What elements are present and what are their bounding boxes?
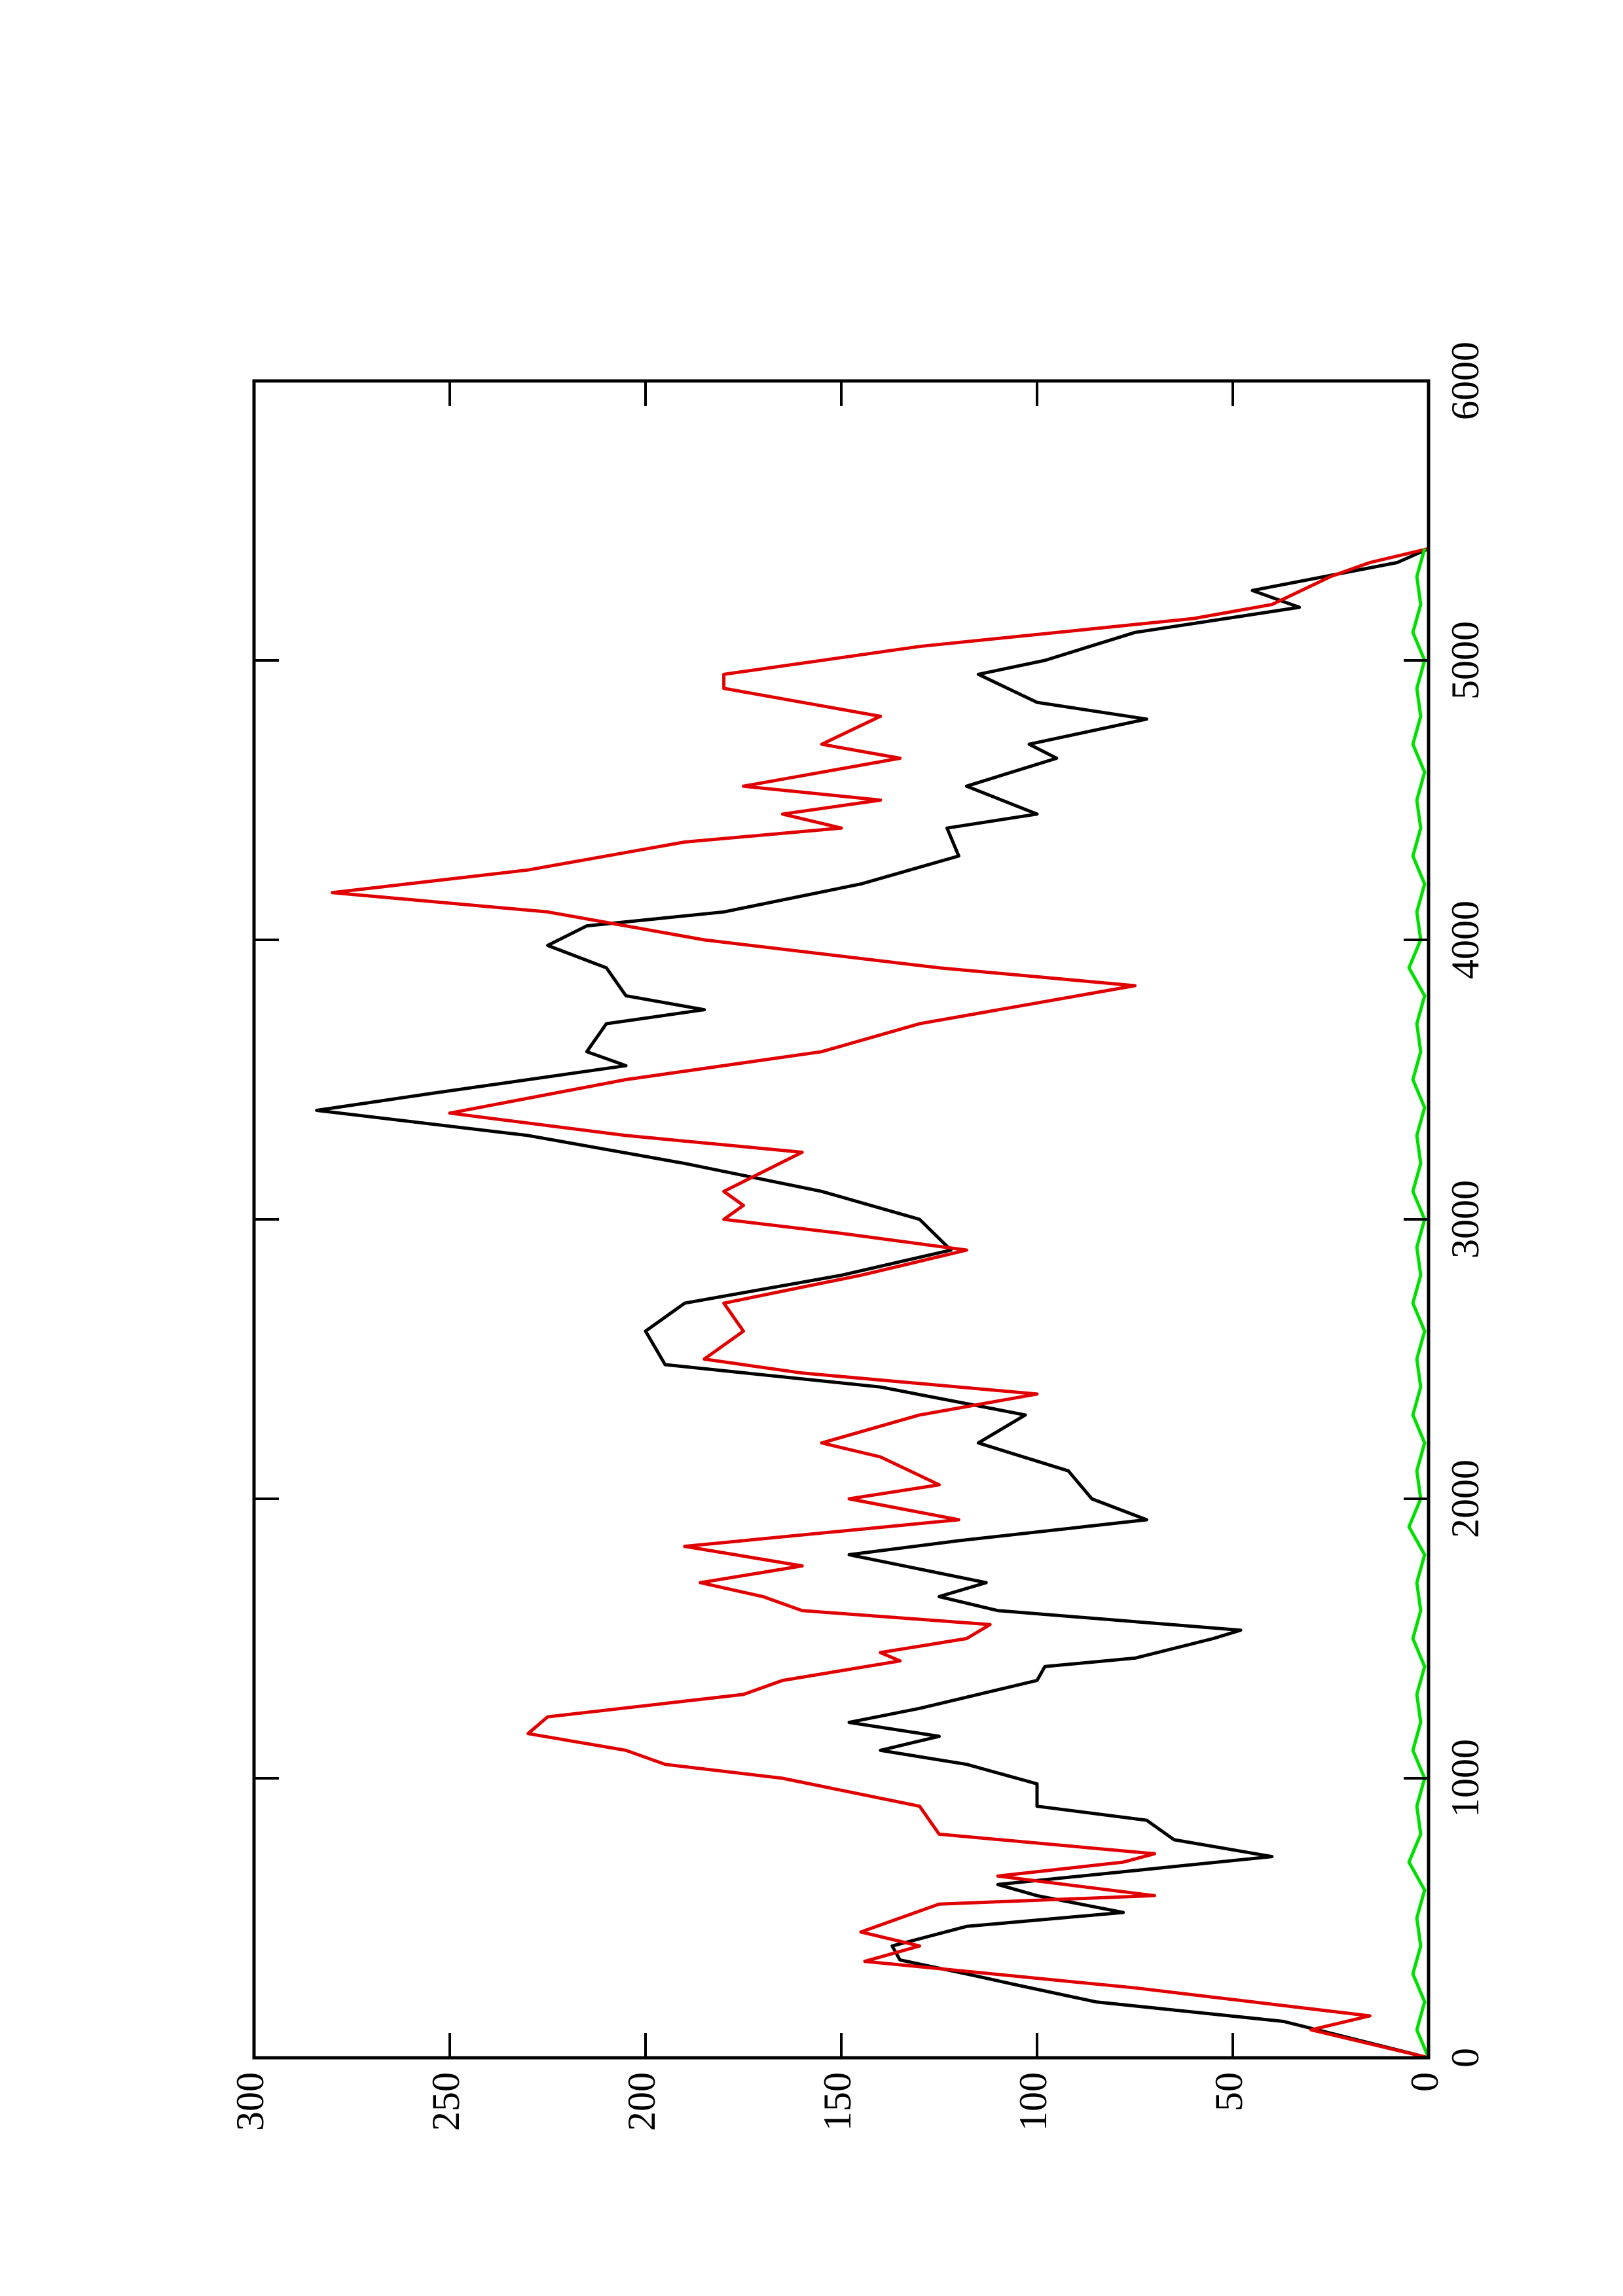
- series-line: [331, 547, 1429, 2060]
- x-tick-label: 3000: [1444, 1180, 1487, 1259]
- x-tick-label: 6000: [1444, 342, 1487, 420]
- plot: 0 1000 2000 3000 4000 5000 6000 0 50 100 150 200 250…: [228, 342, 1487, 2131]
- y-tick-label: 150: [816, 2072, 859, 2131]
- x-tick-label: 5000: [1444, 621, 1487, 700]
- x-tick-label: 4000: [1444, 901, 1487, 979]
- y-tick-label: 50: [1207, 2072, 1250, 2111]
- y-tick-label: 200: [620, 2072, 663, 2131]
- y-tick-label: 300: [228, 2072, 272, 2131]
- series-line: [315, 547, 1430, 2060]
- x-tick-label: 0: [1444, 2048, 1487, 2068]
- series-line: [1407, 548, 1431, 2058]
- y-tick-label: 250: [424, 2072, 467, 2131]
- y-tick-label: 0: [1403, 2072, 1446, 2092]
- x-tick-label: 2000: [1444, 1460, 1487, 1538]
- y-tick-label: 100: [1012, 2072, 1055, 2131]
- x-tick-label: 1000: [1444, 1739, 1487, 1818]
